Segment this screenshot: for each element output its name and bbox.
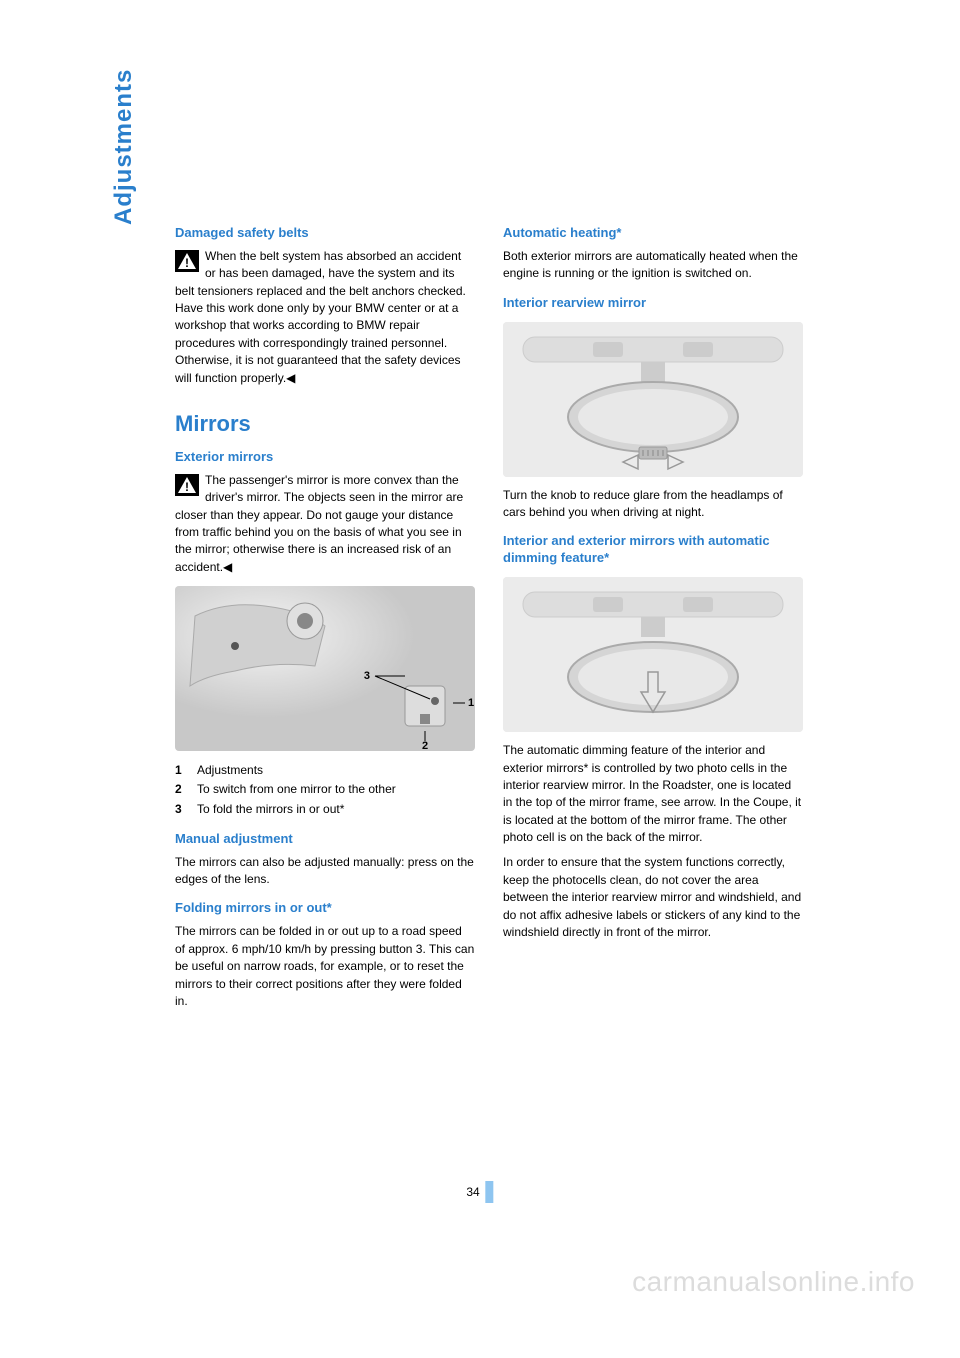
page-number: 34 [466,1181,493,1203]
warning-damaged-belts: ! When the belt system has absorbed an a… [175,248,475,387]
legend-item: 1 Adjustments [175,761,475,780]
warning-text-2: The passenger's mirror is more convex th… [175,473,463,574]
text-auto-dimming-1: The automatic dimming feature of the int… [503,742,803,846]
heading-auto-heating: Automatic heating* [503,225,803,242]
heading-exterior-mirrors: Exterior mirrors [175,449,475,466]
svg-text:!: ! [185,256,189,270]
svg-text:!: ! [185,480,189,494]
watermark: carmanualsonline.info [632,1266,915,1298]
legend-label: To fold the mirrors in or out* [197,800,475,819]
side-section-label: Adjustments [110,69,138,225]
text-auto-heating: Both exterior mirrors are automatically … [503,248,803,283]
page-container: Adjustments Damaged safety belts ! When … [0,0,960,1358]
heading-folding-mirrors: Folding mirrors in or out* [175,900,475,917]
legend-list: 1 Adjustments 2 To switch from one mirro… [175,761,475,819]
legend-label: Adjustments [197,761,475,780]
legend-label: To switch from one mirror to the other [197,780,475,799]
warning-text-1: When the belt system has absorbed an acc… [175,249,466,385]
content-columns: Damaged safety belts ! When the belt sys… [175,225,890,1016]
heading-manual-adjustment: Manual adjustment [175,831,475,848]
heading-mirrors: Mirrors [175,411,475,437]
svg-text:2: 2 [422,740,428,751]
page-number-value: 34 [466,1185,479,1199]
right-column: Automatic heating* Both exterior mirrors… [503,225,803,1016]
warning-icon: ! [175,474,199,496]
warning-exterior-mirrors: ! The passenger's mirror is more convex … [175,472,475,576]
text-folding-mirrors: The mirrors can be folded in or out up t… [175,923,475,1010]
legend-item: 3 To fold the mirrors in or out* [175,800,475,819]
text-manual-adjustment: The mirrors can also be adjusted manuall… [175,854,475,889]
warning-icon: ! [175,250,199,272]
figure-interior-mirror-1 [503,322,803,477]
heading-auto-dimming: Interior and exterior mirrors with autom… [503,533,803,567]
svg-text:3: 3 [364,670,370,682]
text-auto-dimming-2: In order to ensure that the system funct… [503,854,803,941]
legend-num: 3 [175,800,197,819]
svg-text:1: 1 [468,697,474,709]
legend-item: 2 To switch from one mirror to the other [175,780,475,799]
text-interior-mirror: Turn the knob to reduce glare from the h… [503,487,803,522]
left-column: Damaged safety belts ! When the belt sys… [175,225,475,1016]
heading-damaged-belts: Damaged safety belts [175,225,475,242]
page-number-bar [486,1181,494,1203]
legend-num: 1 [175,761,197,780]
heading-interior-mirror: Interior rearview mirror [503,295,803,312]
figure-interior-mirror-2 [503,577,803,732]
figure-mirror-controls: 3 1 2 [175,586,475,751]
legend-num: 2 [175,780,197,799]
